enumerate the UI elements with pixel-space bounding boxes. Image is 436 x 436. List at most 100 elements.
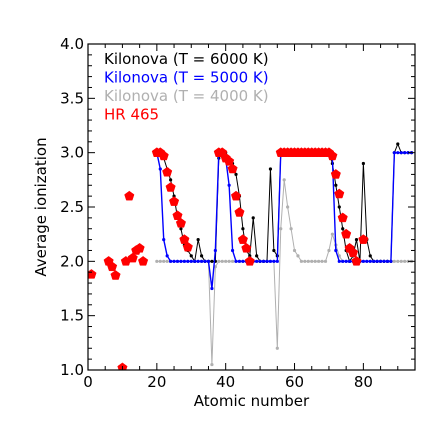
x-tick-label: 20 [147, 373, 166, 391]
data-point [175, 259, 180, 263]
series-hr-465 [88, 147, 369, 370]
data-point [234, 259, 238, 263]
data-point [88, 269, 97, 279]
data-point [389, 259, 393, 263]
data-point [396, 151, 400, 155]
ticks-layer: 0 20 40 60 80 1.0 1.5 2.0 2.5 3.0 3.5 4.0 [60, 35, 415, 391]
series-line [156, 179, 412, 365]
data-point [344, 259, 348, 263]
data-point [334, 248, 338, 253]
legend-entry: Kilonova (T = 5000 K) [104, 69, 269, 87]
data-point [358, 234, 369, 244]
data-point [279, 227, 283, 231]
data-point [392, 259, 396, 263]
data-point [158, 167, 162, 171]
data-point [330, 232, 334, 236]
data-point [169, 196, 180, 206]
data-point [127, 252, 138, 263]
data-point [230, 259, 235, 263]
data-point [165, 254, 169, 258]
y-tick-label: 3.5 [60, 89, 84, 107]
data-point [179, 234, 190, 244]
data-point [230, 190, 242, 201]
legend-entry: HR 465 [104, 106, 159, 124]
data-point [158, 259, 162, 263]
data-point [241, 259, 245, 263]
data-point [186, 259, 190, 263]
data-point [244, 256, 255, 266]
data-point [241, 227, 245, 231]
data-point [282, 178, 286, 182]
data-point [138, 256, 149, 266]
data-point [189, 254, 193, 258]
data-point [292, 248, 297, 253]
legend-entry: Kilonova (T = 4000 K) [104, 87, 269, 105]
data-point [310, 259, 314, 263]
series-kilonova-t-5000-k- [155, 151, 414, 291]
data-point [334, 183, 338, 187]
data-point [237, 259, 242, 263]
data-point [334, 188, 345, 199]
data-point [323, 259, 328, 263]
data-point [158, 150, 169, 161]
data-point [210, 362, 214, 367]
data-point [286, 205, 290, 209]
data-point [368, 259, 372, 263]
data-point [224, 156, 235, 166]
data-point [268, 167, 273, 171]
legend: Kilonova (T = 6000 K)Kilonova (T = 5000 … [104, 50, 269, 124]
data-point [220, 259, 224, 263]
data-point [241, 242, 252, 253]
data-point [272, 259, 276, 263]
data-point [255, 254, 259, 258]
data-point [303, 259, 307, 263]
data-point [306, 259, 310, 263]
data-point [272, 248, 276, 253]
data-point [179, 227, 183, 231]
data-point [213, 248, 217, 253]
data-point [337, 212, 348, 223]
data-point [399, 259, 403, 263]
data-point [169, 259, 173, 263]
data-point [227, 183, 231, 187]
data-point [227, 163, 238, 174]
y-tick-label: 4.0 [60, 35, 84, 53]
data-point [165, 182, 176, 192]
data-point [337, 205, 341, 209]
data-point [327, 150, 338, 161]
data-point [265, 259, 269, 263]
y-tick-label: 1.0 [60, 361, 84, 379]
data-point [203, 259, 207, 263]
data-point [327, 248, 331, 253]
data-point [162, 238, 166, 242]
data-point [182, 241, 193, 252]
data-point [375, 259, 379, 263]
data-point [172, 210, 183, 220]
data-point [234, 172, 238, 176]
data-point [206, 259, 211, 263]
data-point [275, 346, 279, 350]
data-point [237, 234, 248, 244]
x-axis-label: Atomic number [194, 392, 310, 410]
data-point [255, 259, 259, 263]
data-point [341, 259, 345, 263]
series-kilonova-t-4000-k- [155, 178, 414, 367]
data-point [107, 261, 118, 272]
data-point [210, 259, 214, 263]
data-point [193, 259, 197, 263]
data-point [365, 259, 369, 263]
data-point [196, 238, 200, 242]
data-point [289, 227, 293, 231]
data-point [224, 259, 228, 263]
series-line [156, 142, 412, 263]
data-point [313, 259, 317, 263]
data-point [330, 169, 341, 179]
data-point [382, 259, 386, 263]
data-point [189, 259, 193, 263]
data-point [403, 151, 407, 155]
data-point [378, 259, 383, 263]
data-point [337, 259, 341, 263]
data-point [348, 259, 352, 263]
data-point [351, 256, 362, 266]
data-point [261, 259, 266, 263]
